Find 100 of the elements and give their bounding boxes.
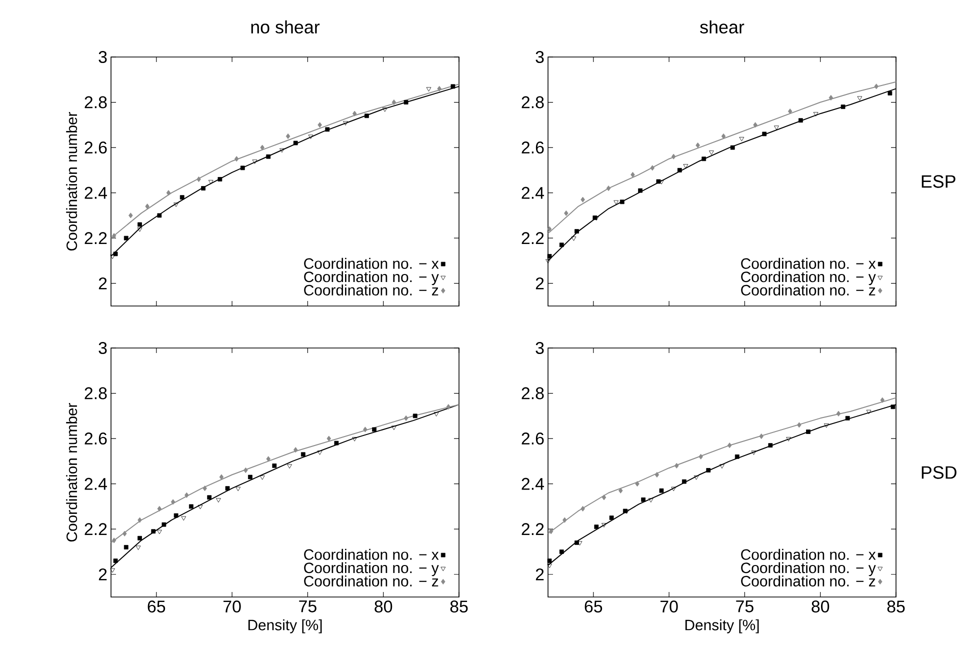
legend-label: Coordination no. − x xyxy=(741,258,876,269)
point xyxy=(708,150,714,155)
point xyxy=(138,517,142,523)
point xyxy=(280,148,284,153)
point xyxy=(706,468,711,472)
point xyxy=(326,436,332,442)
point xyxy=(727,442,732,448)
y-tick-label: 2.4 xyxy=(84,478,107,490)
point xyxy=(774,126,779,130)
point xyxy=(293,140,298,146)
point xyxy=(110,568,115,573)
point xyxy=(352,437,358,442)
point xyxy=(234,156,239,162)
legend-label: Coordination no. − z xyxy=(741,576,876,586)
point xyxy=(113,558,118,563)
y-tick-label: 2.4 xyxy=(84,186,107,199)
point xyxy=(180,195,184,200)
point xyxy=(293,447,298,453)
point xyxy=(219,474,224,480)
y-tick-label: 2.8 xyxy=(522,387,544,400)
line-series xyxy=(548,81,897,234)
point xyxy=(110,254,115,259)
x-tick-label: 75 xyxy=(299,600,316,612)
legend-label: Coordination no. − z xyxy=(741,284,876,296)
point xyxy=(318,122,322,128)
legend-label: Coordination no. − x xyxy=(304,548,439,560)
point xyxy=(840,104,846,109)
point xyxy=(547,226,552,232)
point xyxy=(450,84,456,89)
point xyxy=(157,506,162,512)
point xyxy=(300,452,306,457)
point xyxy=(240,166,245,170)
point xyxy=(720,464,724,468)
point xyxy=(594,524,599,530)
point xyxy=(857,96,862,101)
point xyxy=(412,414,418,418)
point xyxy=(845,416,850,420)
point xyxy=(124,236,128,240)
point xyxy=(547,558,552,563)
x-axis-title: Density [%] xyxy=(248,619,322,634)
point xyxy=(363,426,368,432)
point xyxy=(753,122,758,128)
point xyxy=(325,127,330,132)
point xyxy=(641,497,646,502)
point xyxy=(548,528,554,534)
point xyxy=(138,536,142,540)
chart-title: shear xyxy=(700,20,744,34)
point xyxy=(671,486,676,492)
point xyxy=(287,464,292,468)
point xyxy=(650,165,655,171)
y-axis-title: Coordination number xyxy=(66,112,78,251)
point xyxy=(137,228,142,232)
point xyxy=(571,236,576,241)
point xyxy=(225,486,230,491)
x-tick-label: 80 xyxy=(374,600,392,613)
y-tick-label: 3 xyxy=(536,50,544,63)
x-tick-label: 80 xyxy=(812,600,830,613)
point xyxy=(201,186,206,190)
point xyxy=(659,488,664,493)
point xyxy=(136,546,141,550)
point xyxy=(547,254,552,258)
legend-label: Coordination no. − y xyxy=(304,562,439,576)
point xyxy=(218,177,222,182)
x-tick-label: 70 xyxy=(224,600,241,613)
y-tick-label: 2.2 xyxy=(522,232,544,244)
point xyxy=(674,462,679,468)
x-tick-label: 85 xyxy=(450,600,468,613)
point xyxy=(208,180,214,184)
point xyxy=(638,188,642,193)
point xyxy=(559,242,564,248)
point xyxy=(122,530,127,536)
point xyxy=(392,99,396,106)
point xyxy=(836,410,841,416)
legend-label: Coordination no. − y xyxy=(304,271,439,286)
y-tick-label: 2.8 xyxy=(84,96,107,108)
point xyxy=(181,516,186,521)
point xyxy=(602,523,606,528)
text: PSD xyxy=(922,466,956,479)
point xyxy=(317,450,322,455)
point xyxy=(151,529,156,534)
legend-label: Coordination no. − x xyxy=(741,548,876,560)
point xyxy=(874,84,878,90)
point xyxy=(866,410,872,414)
point xyxy=(124,545,128,550)
point xyxy=(162,522,166,527)
point xyxy=(352,110,357,116)
point xyxy=(382,108,388,112)
x-tick-label: 75 xyxy=(736,600,754,612)
legend-label: Coordination no. − y xyxy=(741,562,876,576)
point xyxy=(630,172,635,178)
y-tick-label: 2.8 xyxy=(522,96,544,108)
point xyxy=(614,200,619,205)
text: ESP xyxy=(922,175,956,188)
y-tick-label: 3 xyxy=(536,342,544,354)
point xyxy=(890,404,896,410)
y-tick-label: 2.2 xyxy=(522,523,544,536)
point xyxy=(260,476,265,480)
point xyxy=(888,91,892,96)
point xyxy=(198,504,203,510)
y-tick-label: 2 xyxy=(536,568,544,580)
